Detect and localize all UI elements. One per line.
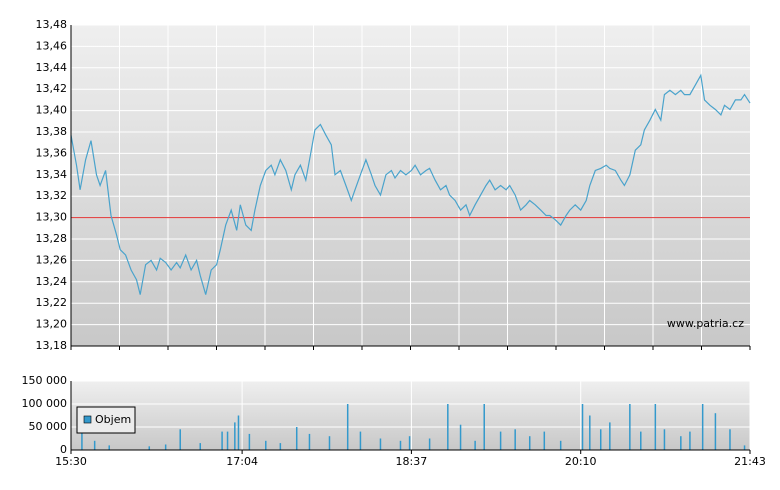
volume-bar	[379, 438, 382, 450]
x-tick-label: 15:30	[55, 455, 87, 468]
volume-bar	[514, 429, 516, 450]
volume-bar	[701, 404, 704, 450]
volume-bar	[81, 424, 83, 450]
y-tick-label: 13,32	[36, 189, 68, 202]
volume-bar	[609, 422, 611, 450]
legend-swatch	[83, 415, 92, 424]
volume-bar	[108, 445, 110, 450]
price-line	[70, 73, 751, 295]
volume-bar	[447, 404, 449, 450]
x-tick-label: 18:37	[396, 455, 428, 468]
volume-bar	[528, 436, 531, 450]
y-tick-label: 100 000	[22, 397, 68, 410]
volume-bar	[359, 431, 362, 450]
volume-bar	[640, 431, 642, 450]
volume-bar	[689, 431, 691, 450]
volume-bar	[663, 429, 666, 450]
volume-bar	[599, 429, 602, 450]
volume-bar	[279, 443, 282, 450]
volume-bar	[295, 427, 298, 450]
volume-bar	[499, 431, 502, 450]
volume-bar	[629, 404, 631, 450]
y-tick-label: 13,18	[36, 339, 68, 352]
volume-bar	[714, 413, 717, 450]
volume-bar	[680, 436, 682, 450]
y-tick-label: 0	[60, 443, 67, 456]
volume-bar	[729, 429, 731, 450]
volume-bar	[459, 424, 462, 450]
volume-bar	[346, 404, 349, 450]
volume-bar	[226, 431, 229, 450]
y-tick-label: 13,38	[36, 125, 68, 138]
volume-bar	[408, 436, 411, 450]
volume-bar	[328, 436, 331, 450]
volume-bar	[474, 440, 476, 450]
y-tick-label: 13,44	[36, 61, 68, 74]
volume-bar	[589, 415, 591, 450]
y-tick-label: 13,48	[36, 18, 68, 31]
volume-bar	[428, 438, 431, 450]
volume-bar	[237, 415, 240, 450]
y-tick-label: 13,24	[36, 275, 68, 288]
annotation: www.patria.cz	[667, 317, 744, 330]
volume-bar	[543, 431, 546, 450]
volume-plot-area	[71, 381, 750, 450]
x-tick-label: 20:10	[565, 455, 597, 468]
volume-bar	[93, 440, 96, 450]
y-tick-label: 13,26	[36, 253, 68, 266]
y-tick-label: 13,30	[36, 211, 68, 224]
y-tick-label: 13,34	[36, 168, 68, 181]
y-tick-label: 13,20	[36, 318, 68, 331]
volume-bar	[265, 440, 267, 450]
y-tick-label: 150 000	[22, 374, 68, 387]
volume-bar	[248, 433, 251, 450]
y-tick-label: 13,40	[36, 104, 68, 117]
y-tick-label: 50 000	[29, 420, 68, 433]
volume-bar	[179, 429, 181, 450]
volume-bar	[559, 440, 562, 450]
volume-bar	[399, 440, 402, 450]
volume-bar	[654, 404, 657, 450]
y-tick-label: 13,42	[36, 82, 68, 95]
volume-bar	[308, 433, 311, 450]
y-tick-label: 13,22	[36, 296, 68, 309]
legend-label: Objem	[95, 413, 131, 426]
volume-bar	[221, 431, 223, 450]
x-tick-label: 17:04	[226, 455, 258, 468]
volume-bar	[164, 444, 167, 450]
volume-bar	[483, 404, 485, 450]
volume-bar	[743, 445, 746, 450]
volume-bar	[199, 443, 201, 450]
y-tick-label: 13,28	[36, 232, 68, 245]
volume-bar	[148, 446, 151, 450]
x-tick-label: 21:43	[734, 455, 766, 468]
volume-bar	[581, 404, 584, 450]
y-tick-label: 13,36	[36, 146, 68, 159]
volume-bar	[234, 422, 236, 450]
y-tick-label: 13,46	[36, 39, 68, 52]
